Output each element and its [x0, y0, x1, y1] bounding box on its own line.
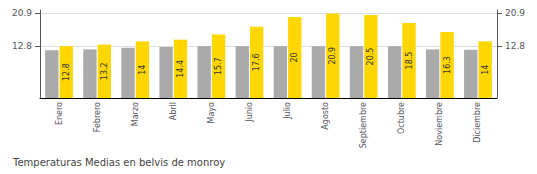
svg-text:15.7: 15.7: [214, 57, 223, 75]
svg-text:Marzo: Marzo: [131, 102, 140, 126]
svg-text:Abril: Abril: [169, 102, 178, 120]
svg-text:20.9: 20.9: [505, 8, 525, 18]
svg-text:18.5: 18.5: [405, 52, 414, 70]
svg-text:13.2: 13.2: [100, 62, 109, 80]
svg-text:20.9: 20.9: [12, 8, 32, 18]
svg-text:Enero: Enero: [55, 102, 64, 125]
svg-text:Junio: Junio: [245, 102, 254, 123]
svg-text:14: 14: [481, 65, 490, 75]
svg-text:Septiembre: Septiembre: [359, 102, 368, 148]
svg-text:12.8: 12.8: [12, 41, 32, 51]
svg-text:17.6: 17.6: [252, 53, 261, 71]
svg-text:Agosto: Agosto: [321, 102, 330, 130]
svg-text:20.9: 20.9: [328, 47, 337, 65]
svg-text:20.5: 20.5: [366, 48, 375, 66]
svg-text:Diciembre: Diciembre: [473, 102, 482, 143]
svg-text:Noviembre: Noviembre: [435, 102, 444, 146]
svg-text:Temperaturas Medias en belvis: Temperaturas Medias en belvis de monroy: [12, 157, 225, 168]
svg-text:Octubre: Octubre: [397, 102, 406, 134]
svg-text:Febrero: Febrero: [93, 102, 102, 132]
svg-text:14.4: 14.4: [176, 60, 185, 78]
svg-text:14: 14: [138, 65, 147, 75]
svg-text:12.8: 12.8: [505, 41, 525, 51]
svg-text:16.3: 16.3: [443, 56, 452, 74]
svg-text:Mayo: Mayo: [207, 102, 216, 124]
svg-text:12.8: 12.8: [62, 63, 71, 81]
svg-text:Julio: Julio: [283, 102, 292, 120]
svg-text:20: 20: [290, 52, 299, 62]
